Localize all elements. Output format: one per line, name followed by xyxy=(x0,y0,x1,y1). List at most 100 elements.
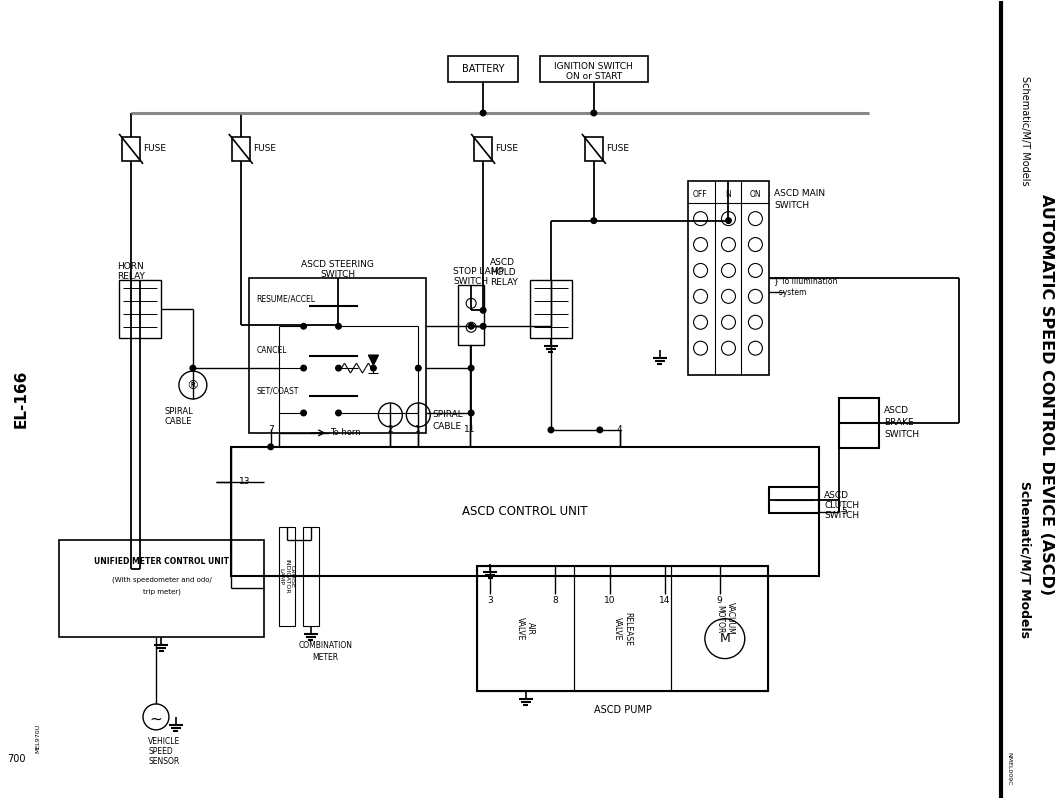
Circle shape xyxy=(591,218,596,224)
Circle shape xyxy=(301,365,306,371)
Circle shape xyxy=(301,324,306,329)
Text: 7: 7 xyxy=(268,425,273,434)
Text: N: N xyxy=(726,190,731,199)
Text: ASCD: ASCD xyxy=(490,259,516,268)
Bar xyxy=(119,280,161,338)
Text: M: M xyxy=(720,632,730,645)
Polygon shape xyxy=(369,355,378,365)
Text: ®: ® xyxy=(187,379,199,392)
Text: HORN: HORN xyxy=(117,263,144,272)
Text: BRAKE: BRAKE xyxy=(884,418,914,427)
Text: SPIRAL: SPIRAL xyxy=(433,410,463,419)
Text: RELAY: RELAY xyxy=(490,278,518,288)
Text: 8: 8 xyxy=(552,596,558,606)
Circle shape xyxy=(190,365,196,371)
Text: MEL970U: MEL970U xyxy=(36,724,40,753)
Circle shape xyxy=(480,324,486,329)
Text: STOP LAMP: STOP LAMP xyxy=(453,268,504,276)
Bar xyxy=(770,487,820,513)
Text: 5: 5 xyxy=(841,507,847,516)
Bar xyxy=(122,137,140,161)
Bar xyxy=(672,566,769,691)
Text: CRUISE
INDICATOR
LAMP: CRUISE INDICATOR LAMP xyxy=(279,559,294,594)
Text: SENSOR: SENSOR xyxy=(148,757,180,765)
Bar xyxy=(449,56,518,82)
Bar xyxy=(477,566,574,691)
Bar xyxy=(458,285,484,345)
Text: system: system xyxy=(774,288,807,297)
Bar xyxy=(477,566,769,691)
Circle shape xyxy=(591,110,596,116)
Circle shape xyxy=(469,410,474,415)
Bar xyxy=(839,398,879,447)
Bar xyxy=(303,527,319,626)
Circle shape xyxy=(469,365,474,371)
Text: ASCD: ASCD xyxy=(824,491,849,499)
Text: VEHICLE: VEHICLE xyxy=(148,737,181,745)
Text: IGNITION SWITCH: IGNITION SWITCH xyxy=(555,62,634,70)
Text: 14: 14 xyxy=(659,596,671,606)
Bar xyxy=(232,137,250,161)
Text: SPIRAL: SPIRAL xyxy=(165,407,193,416)
Text: COMBINATION: COMBINATION xyxy=(299,641,353,650)
Bar xyxy=(231,447,820,576)
Text: FUSE: FUSE xyxy=(606,145,629,153)
Text: FUSE: FUSE xyxy=(253,145,275,153)
Circle shape xyxy=(301,410,306,415)
Text: ~: ~ xyxy=(150,711,163,726)
Text: FUSE: FUSE xyxy=(495,145,518,153)
Bar xyxy=(574,566,672,691)
Text: AUTOMATIC SPEED CONTROL DEVICE (ASCD): AUTOMATIC SPEED CONTROL DEVICE (ASCD) xyxy=(1040,194,1054,595)
Text: Schematic/M/T Models: Schematic/M/T Models xyxy=(1018,481,1031,638)
Bar xyxy=(249,278,426,433)
Text: RELAY: RELAY xyxy=(117,272,145,281)
Text: 11: 11 xyxy=(465,425,476,434)
Text: trip meter): trip meter) xyxy=(142,588,181,594)
Text: CLUTCH: CLUTCH xyxy=(824,501,859,510)
Text: (With speedometer and odo/: (With speedometer and odo/ xyxy=(112,576,212,582)
Text: SWITCH: SWITCH xyxy=(320,270,355,280)
Text: AIR
VALVE: AIR VALVE xyxy=(516,617,536,640)
Circle shape xyxy=(336,365,341,371)
Bar xyxy=(279,527,294,626)
Text: SET/COAST: SET/COAST xyxy=(257,386,299,395)
Text: VACUUM
MOTOR: VACUUM MOTOR xyxy=(715,602,735,635)
Circle shape xyxy=(469,324,474,329)
Text: ASCD STEERING: ASCD STEERING xyxy=(301,260,374,269)
Circle shape xyxy=(336,324,341,329)
Text: ON or START: ON or START xyxy=(566,72,622,81)
Text: ASCD CONTROL UNIT: ASCD CONTROL UNIT xyxy=(462,505,588,518)
Circle shape xyxy=(268,444,273,450)
Text: SWITCH: SWITCH xyxy=(453,277,488,286)
Text: RESUME/ACCEL: RESUME/ACCEL xyxy=(257,294,316,304)
Text: 700: 700 xyxy=(7,753,26,764)
Bar xyxy=(530,280,572,338)
Circle shape xyxy=(549,427,554,433)
Text: NMEL009C: NMEL009C xyxy=(1007,752,1011,785)
Bar xyxy=(688,181,770,375)
Circle shape xyxy=(597,427,603,433)
Text: SWITCH: SWITCH xyxy=(824,511,859,519)
Bar xyxy=(474,137,492,161)
Text: OFF: OFF xyxy=(693,190,707,199)
Text: 1: 1 xyxy=(416,425,421,434)
Text: HOLD: HOLD xyxy=(490,268,516,277)
Text: ASCD: ASCD xyxy=(884,406,909,415)
Text: FUSE: FUSE xyxy=(144,145,166,153)
Text: UNIFIED METER CONTROL UNIT: UNIFIED METER CONTROL UNIT xyxy=(94,557,229,566)
Text: ON: ON xyxy=(749,190,761,199)
Text: CANCEL: CANCEL xyxy=(257,346,287,356)
Bar xyxy=(585,137,603,161)
Text: Schematic/M/T Models: Schematic/M/T Models xyxy=(1019,76,1030,185)
Text: SPEED: SPEED xyxy=(148,747,173,756)
Text: ASCD PUMP: ASCD PUMP xyxy=(594,705,652,715)
Text: 3: 3 xyxy=(487,596,493,606)
Bar xyxy=(60,539,264,637)
Text: METER: METER xyxy=(313,653,339,662)
Circle shape xyxy=(336,410,341,415)
Text: EL-166: EL-166 xyxy=(14,370,29,428)
Circle shape xyxy=(480,110,486,116)
Text: RELEASE
VALVE: RELEASE VALVE xyxy=(613,612,632,646)
Circle shape xyxy=(726,218,731,224)
Bar xyxy=(540,56,647,82)
